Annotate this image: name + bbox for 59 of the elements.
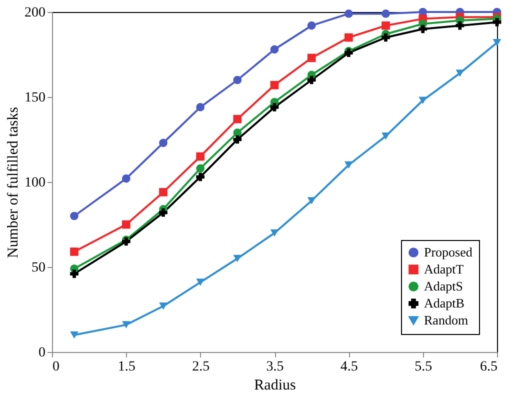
legend-label: AdaptT [424,262,464,276]
y-tick-label: 150 [24,90,46,106]
y-axis-title: Number of fulfilled tasks [6,106,22,258]
point [307,54,316,62]
point [233,114,242,124]
legend-label: Proposed [424,244,473,260]
y-tick-label: 100 [24,176,46,190]
x-tick-label: 6.5 [480,360,498,374]
point [70,270,78,278]
point [233,128,242,137]
point [456,21,464,30]
legend-label: AdaptB [424,296,465,310]
y-tick-label: 200 [24,6,46,20]
point [233,76,242,84]
point [307,21,316,30]
point [70,212,78,220]
point [122,174,130,183]
point [233,254,242,262]
point [196,172,205,182]
point [196,152,205,161]
point [196,278,205,286]
legend-label: Random [424,312,468,328]
point [344,161,353,169]
point [382,132,390,140]
point [122,321,130,328]
point [418,96,428,104]
x-tick-label: 4.5 [340,360,358,374]
x-tick-label: 1.5 [118,360,136,374]
point [344,33,353,42]
point [270,80,279,90]
point [70,331,78,339]
x-tick-label: 2.5 [192,360,210,374]
point [492,18,502,26]
point [382,33,390,42]
point [70,248,78,256]
point [307,197,316,204]
point [382,10,390,18]
point [196,164,205,173]
legend-label: AdaptS [424,278,463,294]
y-tick-label: 0 [38,346,46,360]
point [159,138,168,148]
x-axis-title: Radius [254,378,296,394]
point [492,38,502,46]
y-tick-label: 50 [32,260,46,276]
point [159,302,168,310]
point [233,135,242,144]
point [159,208,168,217]
point [159,188,168,196]
point [382,21,390,30]
point [196,103,205,112]
point [122,220,130,229]
point [344,10,353,18]
x-tick-label: 5.5 [414,360,432,374]
x-tick-label: 0 [52,360,60,374]
point [270,45,279,54]
point [270,103,279,112]
x-tick-label: 3.5 [266,360,284,374]
point [307,76,316,84]
point [418,24,428,34]
